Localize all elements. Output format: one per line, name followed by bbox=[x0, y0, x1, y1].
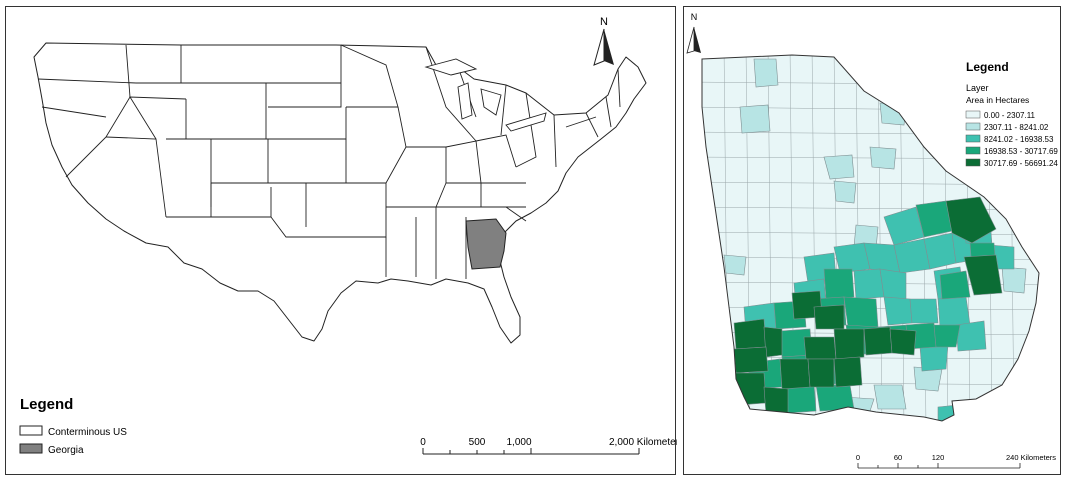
scale-bar bbox=[857, 463, 1021, 469]
counties-class-5 bbox=[733, 196, 1003, 416]
georgia-outline bbox=[701, 54, 1040, 422]
north-arrow-icon bbox=[593, 28, 614, 66]
scale-bar bbox=[422, 448, 640, 455]
scale-tick-0: 0 bbox=[420, 437, 426, 448]
legend-title: Legend bbox=[966, 60, 1009, 74]
georgia-map-panel: N Legend Layer Area in Hectares 0.00 - 2… bbox=[683, 6, 1061, 475]
legend-swatch-class-2 bbox=[965, 122, 981, 131]
legend-swatch-class-4 bbox=[965, 146, 981, 155]
legend-swatch-class-1 bbox=[965, 110, 981, 119]
us-map-panel: N Legend Conterminous US Georgia 0 500 1… bbox=[5, 6, 677, 475]
state-boundaries bbox=[37, 44, 621, 279]
north-label: N bbox=[691, 12, 698, 22]
scale-tick-120: 120 bbox=[932, 453, 945, 462]
scale-tick-60: 60 bbox=[894, 453, 902, 462]
conterminous-us-outline bbox=[33, 42, 647, 344]
legend-label-class-5: 30717.69 - 56691.24 bbox=[984, 159, 1058, 168]
legend-label-conterminous-us: Conterminous US bbox=[48, 427, 127, 438]
georgia-state bbox=[465, 218, 507, 270]
north-arrow-icon bbox=[686, 26, 701, 54]
legend-swatch-class-5 bbox=[965, 158, 981, 167]
legend-title: Legend bbox=[20, 396, 73, 413]
legend-layer: Layer bbox=[966, 83, 989, 93]
legend-label-class-3: 8241.02 - 16938.53 bbox=[984, 135, 1054, 144]
scale-tick-500: 500 bbox=[469, 437, 486, 448]
legend-swatch-conterminous-us bbox=[19, 425, 43, 436]
scale-tick-1000: 1,000 bbox=[506, 437, 531, 448]
legend-swatch-georgia bbox=[19, 443, 43, 454]
legend-field: Area in Hectares bbox=[966, 95, 1029, 105]
legend-label-class-4: 16938.53 - 30717.69 bbox=[984, 147, 1058, 156]
scale-tick-0: 0 bbox=[856, 453, 860, 462]
legend-label-class-1: 0.00 - 2307.11 bbox=[984, 111, 1036, 120]
georgia-counties bbox=[702, 55, 1039, 421]
us-map bbox=[33, 42, 647, 344]
legend-label-class-2: 2307.11 - 8241.02 bbox=[984, 123, 1049, 132]
north-label: N bbox=[600, 16, 608, 28]
great-lakes bbox=[424, 58, 547, 132]
georgia-map-canvas: N Legend Layer Area in Hectares 0.00 - 2… bbox=[686, 12, 1058, 469]
scale-tick-240: 240 Kilometers bbox=[1006, 453, 1056, 462]
us-map-canvas: N Legend Conterminous US Georgia 0 500 1… bbox=[19, 16, 677, 456]
scale-tick-2000: 2,000 Kilometers bbox=[609, 437, 677, 448]
legend-label-georgia: Georgia bbox=[48, 445, 84, 456]
legend-swatch-class-3 bbox=[965, 134, 981, 143]
